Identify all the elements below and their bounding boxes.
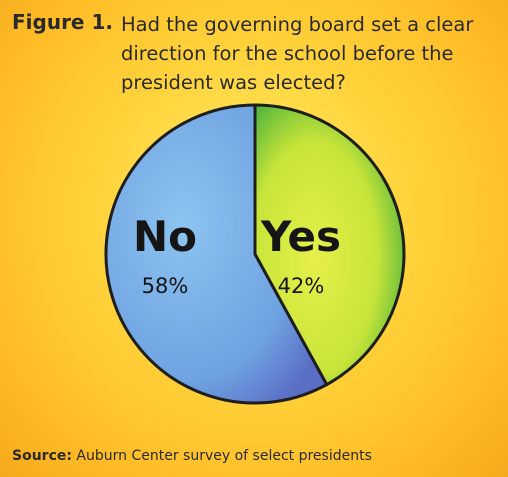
source-note: Source: Auburn Center survey of select p… bbox=[12, 448, 372, 464]
source-label: Source: bbox=[12, 448, 72, 464]
source-text: Auburn Center survey of select president… bbox=[71, 448, 372, 464]
pie-slice-no bbox=[104, 103, 329, 405]
slice-label-yes: Yes bbox=[260, 212, 341, 261]
figure-label: Figure 1. bbox=[12, 10, 113, 34]
slice-value-yes: 42% bbox=[278, 274, 325, 298]
pie-slice-yes bbox=[253, 103, 406, 387]
slice-value-no: 58% bbox=[142, 274, 189, 298]
slice-label-no: No bbox=[133, 212, 197, 261]
chart-title: Had the governing board set a clear dire… bbox=[121, 13, 474, 94]
